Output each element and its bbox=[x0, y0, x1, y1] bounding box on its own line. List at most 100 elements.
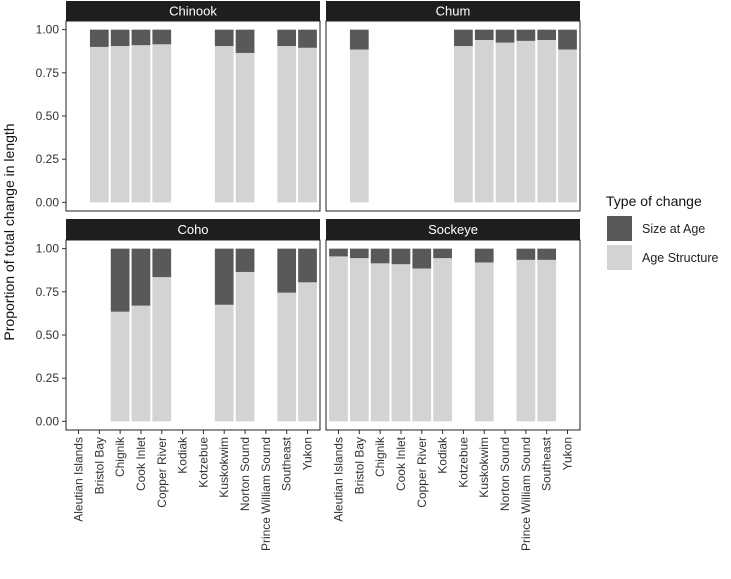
y-tick-label: 0.75 bbox=[36, 66, 60, 80]
x-tick-label-southeast: Southeast bbox=[540, 436, 554, 491]
bar-size-at-age-chinook-4 bbox=[152, 29, 172, 45]
bar-size-at-age-coho-11 bbox=[298, 248, 317, 283]
bar-size-at-age-chinook-2 bbox=[110, 29, 130, 47]
bar-size-at-age-chinook-3 bbox=[131, 29, 151, 46]
bar-age-structure-chum-10 bbox=[537, 40, 557, 203]
bar-size-at-age-chum-11 bbox=[558, 29, 577, 50]
legend: Type of change Size at Age Age Structure bbox=[606, 193, 718, 270]
x-tick-label-kuskokwim: Kuskokwim bbox=[217, 437, 231, 498]
x-tick-label-yukon: Yukon bbox=[301, 437, 315, 470]
facet-strip bbox=[66, 219, 320, 240]
bar-age-structure-coho-11 bbox=[298, 282, 317, 422]
panel-chinook: Chinook 0.00 0.25 0.50 0.75 1.00 bbox=[36, 1, 321, 212]
x-tick-label-yukon: Yukon bbox=[561, 437, 575, 470]
x-tick-label-prince-william-sound: Prince William Sound bbox=[259, 437, 273, 551]
bar-size-at-age-chinook-1 bbox=[89, 29, 109, 47]
bar-size-at-age-chum-6 bbox=[454, 29, 473, 47]
x-tick-label-copper-river: Copper River bbox=[415, 437, 429, 508]
x-tick-label-copper-river: Copper River bbox=[155, 437, 169, 508]
bar-size-at-age-chinook-11 bbox=[298, 29, 317, 48]
x-tick-label-aleutian-islands: Aleutian Islands bbox=[331, 437, 345, 522]
bar-age-structure-sockeye-4 bbox=[412, 268, 432, 422]
bar-size-at-age-sockeye-7 bbox=[474, 248, 494, 263]
bar-age-structure-coho-4 bbox=[152, 277, 172, 422]
bar-size-at-age-coho-2 bbox=[110, 248, 130, 312]
bar-age-structure-chinook-4 bbox=[152, 44, 172, 203]
bar-size-at-age-sockeye-3 bbox=[391, 248, 411, 265]
x-tick-label-kodiak: Kodiak bbox=[176, 436, 190, 474]
bar-age-structure-coho-3 bbox=[131, 305, 151, 422]
bar-age-structure-sockeye-1 bbox=[349, 258, 369, 422]
facet-strip bbox=[66, 1, 320, 21]
bar-size-at-age-sockeye-5 bbox=[433, 248, 452, 259]
x-tick-label-norton-sound: Norton Sound bbox=[238, 437, 252, 511]
y-tick-label: 0.50 bbox=[36, 109, 60, 123]
bar-age-structure-sockeye-2 bbox=[370, 263, 390, 422]
legend-key-age-structure bbox=[607, 245, 632, 270]
x-tick-label-bristol-bay: Bristol Bay bbox=[352, 437, 366, 494]
bar-age-structure-sockeye-9 bbox=[516, 259, 536, 422]
bar-age-structure-chinook-3 bbox=[131, 45, 151, 203]
bar-size-at-age-chinook-10 bbox=[277, 29, 297, 47]
x-tick-label-kotzebue: Kotzebue bbox=[456, 437, 470, 488]
y-tick-label: 1.00 bbox=[36, 23, 60, 37]
bar-size-at-age-chinook-7 bbox=[214, 29, 234, 47]
facet-strip bbox=[326, 219, 580, 240]
bar-age-structure-chum-7 bbox=[474, 40, 494, 203]
bar-size-at-age-coho-8 bbox=[235, 248, 255, 272]
bar-size-at-age-sockeye-0 bbox=[329, 248, 348, 257]
y-axis-title: Proportion of total change in length bbox=[1, 123, 17, 340]
legend-label-age-structure: Age Structure bbox=[642, 251, 718, 265]
bar-age-structure-coho-10 bbox=[277, 292, 297, 422]
bar-age-structure-chinook-7 bbox=[214, 46, 234, 203]
bar-size-at-age-chinook-8 bbox=[235, 29, 255, 53]
y-tick-label: 1.00 bbox=[36, 242, 60, 256]
bar-age-structure-chinook-1 bbox=[89, 46, 109, 203]
panel-coho: Coho 0.00 0.25 0.50 0.75 1.00 bbox=[36, 219, 321, 431]
bar-size-at-age-sockeye-2 bbox=[370, 248, 390, 264]
y-tick-label: 0.50 bbox=[36, 328, 60, 342]
bar-age-structure-sockeye-7 bbox=[474, 262, 494, 422]
x-tick-label-chignik: Chignik bbox=[373, 436, 387, 477]
bar-age-structure-chinook-11 bbox=[298, 47, 317, 203]
bar-size-at-age-chum-7 bbox=[474, 29, 494, 40]
x-tick-label-chignik: Chignik bbox=[113, 436, 127, 477]
y-tick-label: 0.00 bbox=[36, 195, 60, 209]
x-tick-label-cook-inlet: Cook Inlet bbox=[134, 436, 148, 491]
bar-age-structure-sockeye-5 bbox=[433, 258, 452, 422]
bar-size-at-age-sockeye-4 bbox=[412, 248, 432, 269]
bar-age-structure-chum-9 bbox=[516, 40, 536, 203]
bar-age-structure-chum-8 bbox=[495, 42, 515, 203]
panel-sockeye: Sockeye bbox=[325, 219, 581, 431]
facet-strip bbox=[326, 1, 580, 21]
bar-age-structure-chinook-10 bbox=[277, 46, 297, 203]
bar-age-structure-sockeye-0 bbox=[329, 256, 348, 422]
facet-panels: Chinook 0.00 0.25 0.50 0.75 1.00 Chum Coho 0.00 0… bbox=[36, 1, 581, 431]
bar-size-at-age-coho-3 bbox=[131, 248, 151, 306]
bar-size-at-age-sockeye-1 bbox=[349, 248, 369, 259]
bar-age-structure-sockeye-10 bbox=[537, 259, 557, 422]
bar-age-structure-coho-2 bbox=[110, 311, 130, 422]
bar-size-at-age-chum-10 bbox=[537, 29, 557, 40]
bar-age-structure-chum-6 bbox=[454, 46, 473, 203]
bar-size-at-age-chum-8 bbox=[495, 29, 515, 43]
legend-label-size-at-age: Size at Age bbox=[642, 222, 705, 236]
x-tick-label-kuskokwim: Kuskokwim bbox=[477, 437, 491, 498]
bar-age-structure-coho-8 bbox=[235, 271, 255, 422]
x-axis-tick-labels: Aleutian Islands Bristol Bay Chignik Cook I… bbox=[71, 430, 575, 551]
bar-size-at-age-sockeye-10 bbox=[537, 248, 557, 260]
x-tick-label-norton-sound: Norton Sound bbox=[498, 437, 512, 511]
legend-title: Type of change bbox=[606, 193, 702, 209]
bar-size-at-age-sockeye-9 bbox=[516, 248, 536, 260]
bar-size-at-age-chum-9 bbox=[516, 29, 536, 41]
bar-size-at-age-coho-10 bbox=[277, 248, 297, 293]
y-tick-label: 0.25 bbox=[36, 371, 60, 385]
facet-strip-label: Chinook bbox=[169, 4, 217, 19]
bar-age-structure-chinook-8 bbox=[235, 52, 255, 203]
y-tick-label: 0.75 bbox=[36, 285, 60, 299]
facet-strip-label: Sockeye bbox=[428, 222, 478, 237]
x-tick-label-aleutian-islands: Aleutian Islands bbox=[71, 437, 85, 522]
bar-size-at-age-coho-4 bbox=[152, 248, 172, 278]
x-tick-label-prince-william-sound: Prince William Sound bbox=[519, 437, 533, 551]
